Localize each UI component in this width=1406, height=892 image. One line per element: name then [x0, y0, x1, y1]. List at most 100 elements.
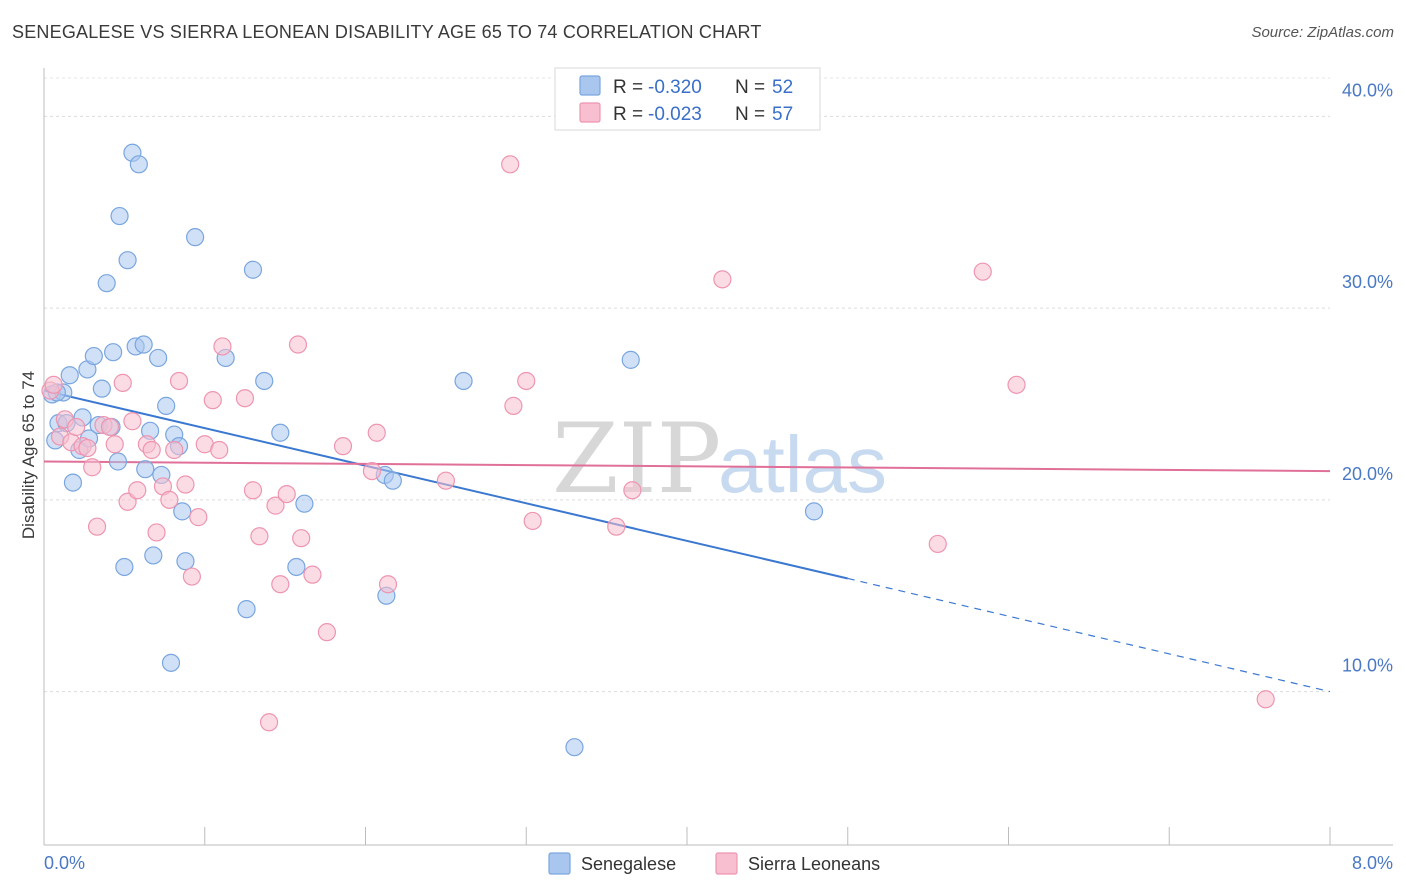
point-sierra-leoneans-37 [277, 484, 296, 504]
point-senegalese-31 [161, 653, 181, 672]
legend-r-value-2: -0.023 [648, 104, 702, 125]
point-senegalese-28 [149, 348, 168, 368]
point-sierra-leoneans-48 [504, 396, 523, 415]
legend-r-label-1: R = [613, 77, 643, 98]
point-sierra-leoneans-39 [292, 529, 311, 548]
y-tick-label-0: 10.0% [1342, 656, 1393, 676]
y-tick-label-1: 20.0% [1342, 464, 1393, 484]
point-sierra-leoneans-21 [160, 490, 179, 509]
point-sierra-leoneans-56 [1007, 375, 1026, 394]
point-sierra-leoneans-32 [243, 481, 263, 500]
trend-line-sierra-leoneans [43, 460, 1331, 473]
point-sierra-leoneans-49 [517, 371, 536, 391]
point-sierra-leoneans-30 [213, 337, 232, 356]
point-sierra-leoneans-53 [713, 270, 732, 289]
point-senegalese-50 [804, 502, 824, 521]
point-senegalese-35 [176, 552, 195, 571]
point-senegalese-43 [295, 494, 314, 513]
point-sierra-leoneans-43 [362, 461, 382, 481]
point-sierra-leoneans-52 [623, 481, 642, 500]
legend-n-value-1: 52 [772, 77, 793, 98]
point-sierra-leoneans-35 [266, 496, 285, 515]
point-senegalese-36 [186, 228, 205, 247]
point-sierra-leoneans-44 [367, 423, 386, 442]
point-sierra-leoneans-5 [67, 417, 86, 437]
point-sierra-leoneans-13 [113, 373, 132, 392]
point-sierra-leoneans-8 [83, 458, 102, 477]
point-senegalese-25 [136, 460, 155, 479]
series-legend: Senegalese Sierra Leoneans [548, 852, 880, 875]
legend-n-value-2: 57 [772, 104, 793, 125]
point-sierra-leoneans-23 [169, 371, 189, 391]
point-sierra-leoneans-34 [259, 713, 279, 732]
point-sierra-leoneans-29 [210, 440, 229, 460]
point-sierra-leoneans-38 [288, 335, 308, 354]
point-sierra-leoneans-57 [1256, 690, 1275, 709]
point-sierra-leoneans-51 [607, 517, 626, 536]
watermark: ZIP atlas [552, 403, 887, 515]
point-sierra-leoneans-55 [973, 262, 992, 281]
point-senegalese-40 [255, 371, 274, 391]
point-senegalese-49 [621, 350, 640, 369]
point-sierra-leoneans-7 [78, 438, 97, 458]
point-senegalese-6 [63, 473, 83, 492]
y-tick-label-2: 30.0% [1342, 272, 1393, 292]
legend-r-label-2: R = [613, 104, 643, 125]
legend-swatch-senegalese [579, 75, 601, 96]
x-tick-label-1: 8.0% [1352, 853, 1393, 873]
point-sierra-leoneans-36 [271, 575, 290, 594]
point-sierra-leoneans-40 [303, 565, 322, 584]
point-senegalese-38 [237, 600, 256, 619]
point-senegalese-24 [134, 335, 153, 354]
legend-n-label-2: N = [735, 104, 765, 125]
point-sierra-leoneans-25 [182, 567, 201, 586]
point-sierra-leoneans-33 [250, 527, 269, 546]
point-senegalese-48 [565, 738, 584, 757]
point-sierra-leoneans-42 [333, 437, 353, 456]
axes [43, 68, 1393, 846]
point-sierra-leoneans-12 [105, 435, 124, 454]
point-senegalese-45 [383, 471, 402, 490]
point-sierra-leoneans-15 [123, 412, 142, 431]
point-senegalese-18 [110, 206, 129, 226]
point-senegalese-41 [271, 423, 290, 442]
point-senegalese-16 [104, 343, 123, 362]
point-sierra-leoneans-24 [176, 475, 195, 494]
point-senegalese-30 [157, 396, 176, 415]
point-senegalese-42 [287, 557, 306, 577]
point-sierra-leoneans-9 [87, 517, 107, 536]
point-senegalese-19 [115, 557, 134, 577]
gridlines [44, 77, 1330, 693]
point-senegalese-14 [97, 274, 116, 293]
point-senegalese-47 [454, 371, 473, 391]
point-senegalese-34 [173, 502, 192, 521]
series-legend-swatch-senegalese [548, 852, 571, 875]
legend-r-value-1: -0.320 [648, 77, 702, 98]
series-legend-swatch-sierra-leoneans [715, 852, 738, 875]
point-sierra-leoneans-54 [928, 534, 947, 554]
y-tick-label-3: 40.0% [1342, 80, 1393, 100]
legend-n-label-1: N = [735, 77, 765, 98]
point-sierra-leoneans-28 [203, 391, 222, 410]
chart-title: SENEGALESE VS SIERRA LEONEAN DISABILITY … [12, 22, 762, 42]
point-sierra-leoneans-45 [378, 575, 398, 594]
point-senegalese-23 [129, 155, 148, 174]
point-sierra-leoneans-26 [189, 508, 208, 527]
correlation-legend: R = -0.320 N = 52 R = -0.023 N = 57 [554, 67, 821, 131]
point-senegalese-5 [60, 366, 79, 385]
point-sierra-leoneans-16 [128, 481, 147, 500]
point-senegalese-27 [144, 546, 163, 565]
point-sierra-leoneans-1 [44, 375, 63, 394]
data-points [41, 143, 1275, 757]
point-sierra-leoneans-11 [100, 417, 120, 437]
point-sierra-leoneans-46 [436, 471, 455, 490]
point-sierra-leoneans-19 [147, 523, 166, 542]
series-legend-label-senegalese: Senegalese [581, 854, 676, 874]
watermark-atlas: atlas [718, 420, 887, 509]
trend-line-senegalese-extrapolated [847, 577, 1331, 693]
series-legend-label-sierra-leoneans: Sierra Leoneans [748, 854, 880, 874]
tick-labels: 10.0% 20.0% 30.0% 40.0% 0.0% 8.0% [44, 80, 1393, 873]
source-label: Source: ZipAtlas.com [1251, 24, 1394, 41]
point-senegalese-11 [84, 346, 103, 366]
